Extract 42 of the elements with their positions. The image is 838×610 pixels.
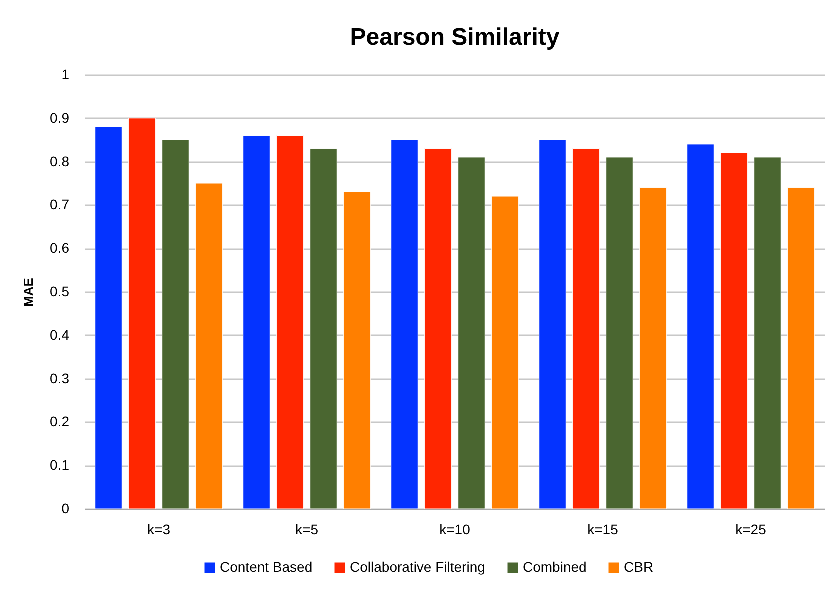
x-tick-label: k=15 xyxy=(588,522,619,538)
bar xyxy=(196,183,223,510)
y-tick-label: 0.2 xyxy=(50,414,70,430)
bar xyxy=(391,140,418,510)
y-tick-label: 0.9 xyxy=(50,110,70,126)
bar xyxy=(243,136,270,510)
x-tick-label: k=10 xyxy=(440,522,471,538)
y-tick-label: 0.8 xyxy=(50,153,70,170)
bar xyxy=(492,196,519,510)
bar xyxy=(754,157,782,510)
bar xyxy=(788,188,815,510)
y-tick-label: 0.1 xyxy=(50,457,70,474)
chart-title: Pearson Similarity xyxy=(350,24,560,51)
bar xyxy=(606,157,634,510)
bar xyxy=(572,148,600,510)
legend-label: CBR xyxy=(624,559,654,575)
legend-label: Combined xyxy=(523,559,587,575)
y-tick-label: 0.5 xyxy=(50,284,70,300)
legend-label: Collaborative Filtering xyxy=(350,559,486,575)
bar xyxy=(720,152,748,510)
bar xyxy=(310,148,338,510)
bar xyxy=(424,148,452,510)
y-tick-label: 0.7 xyxy=(50,196,70,213)
bar xyxy=(687,144,714,510)
bar xyxy=(95,126,122,510)
legend-label: Content Based xyxy=(220,559,313,575)
bar xyxy=(344,192,371,510)
y-axis-title: MAE xyxy=(21,278,36,307)
y-tick-label: 0.4 xyxy=(50,326,70,343)
y-tick-label: 0.6 xyxy=(50,240,70,256)
bar xyxy=(458,157,486,510)
bar xyxy=(128,118,156,510)
y-tick-label: 1 xyxy=(62,66,70,82)
bar xyxy=(162,140,190,510)
y-tick-label: 0.3 xyxy=(50,370,70,386)
y-tick-label: 0 xyxy=(62,500,70,516)
x-tick-label: k=25 xyxy=(736,522,767,538)
x-tick-label: k=5 xyxy=(296,522,319,538)
bar xyxy=(539,140,566,510)
x-tick-label: k=3 xyxy=(148,522,171,538)
bar xyxy=(640,188,667,510)
bar xyxy=(276,136,304,510)
